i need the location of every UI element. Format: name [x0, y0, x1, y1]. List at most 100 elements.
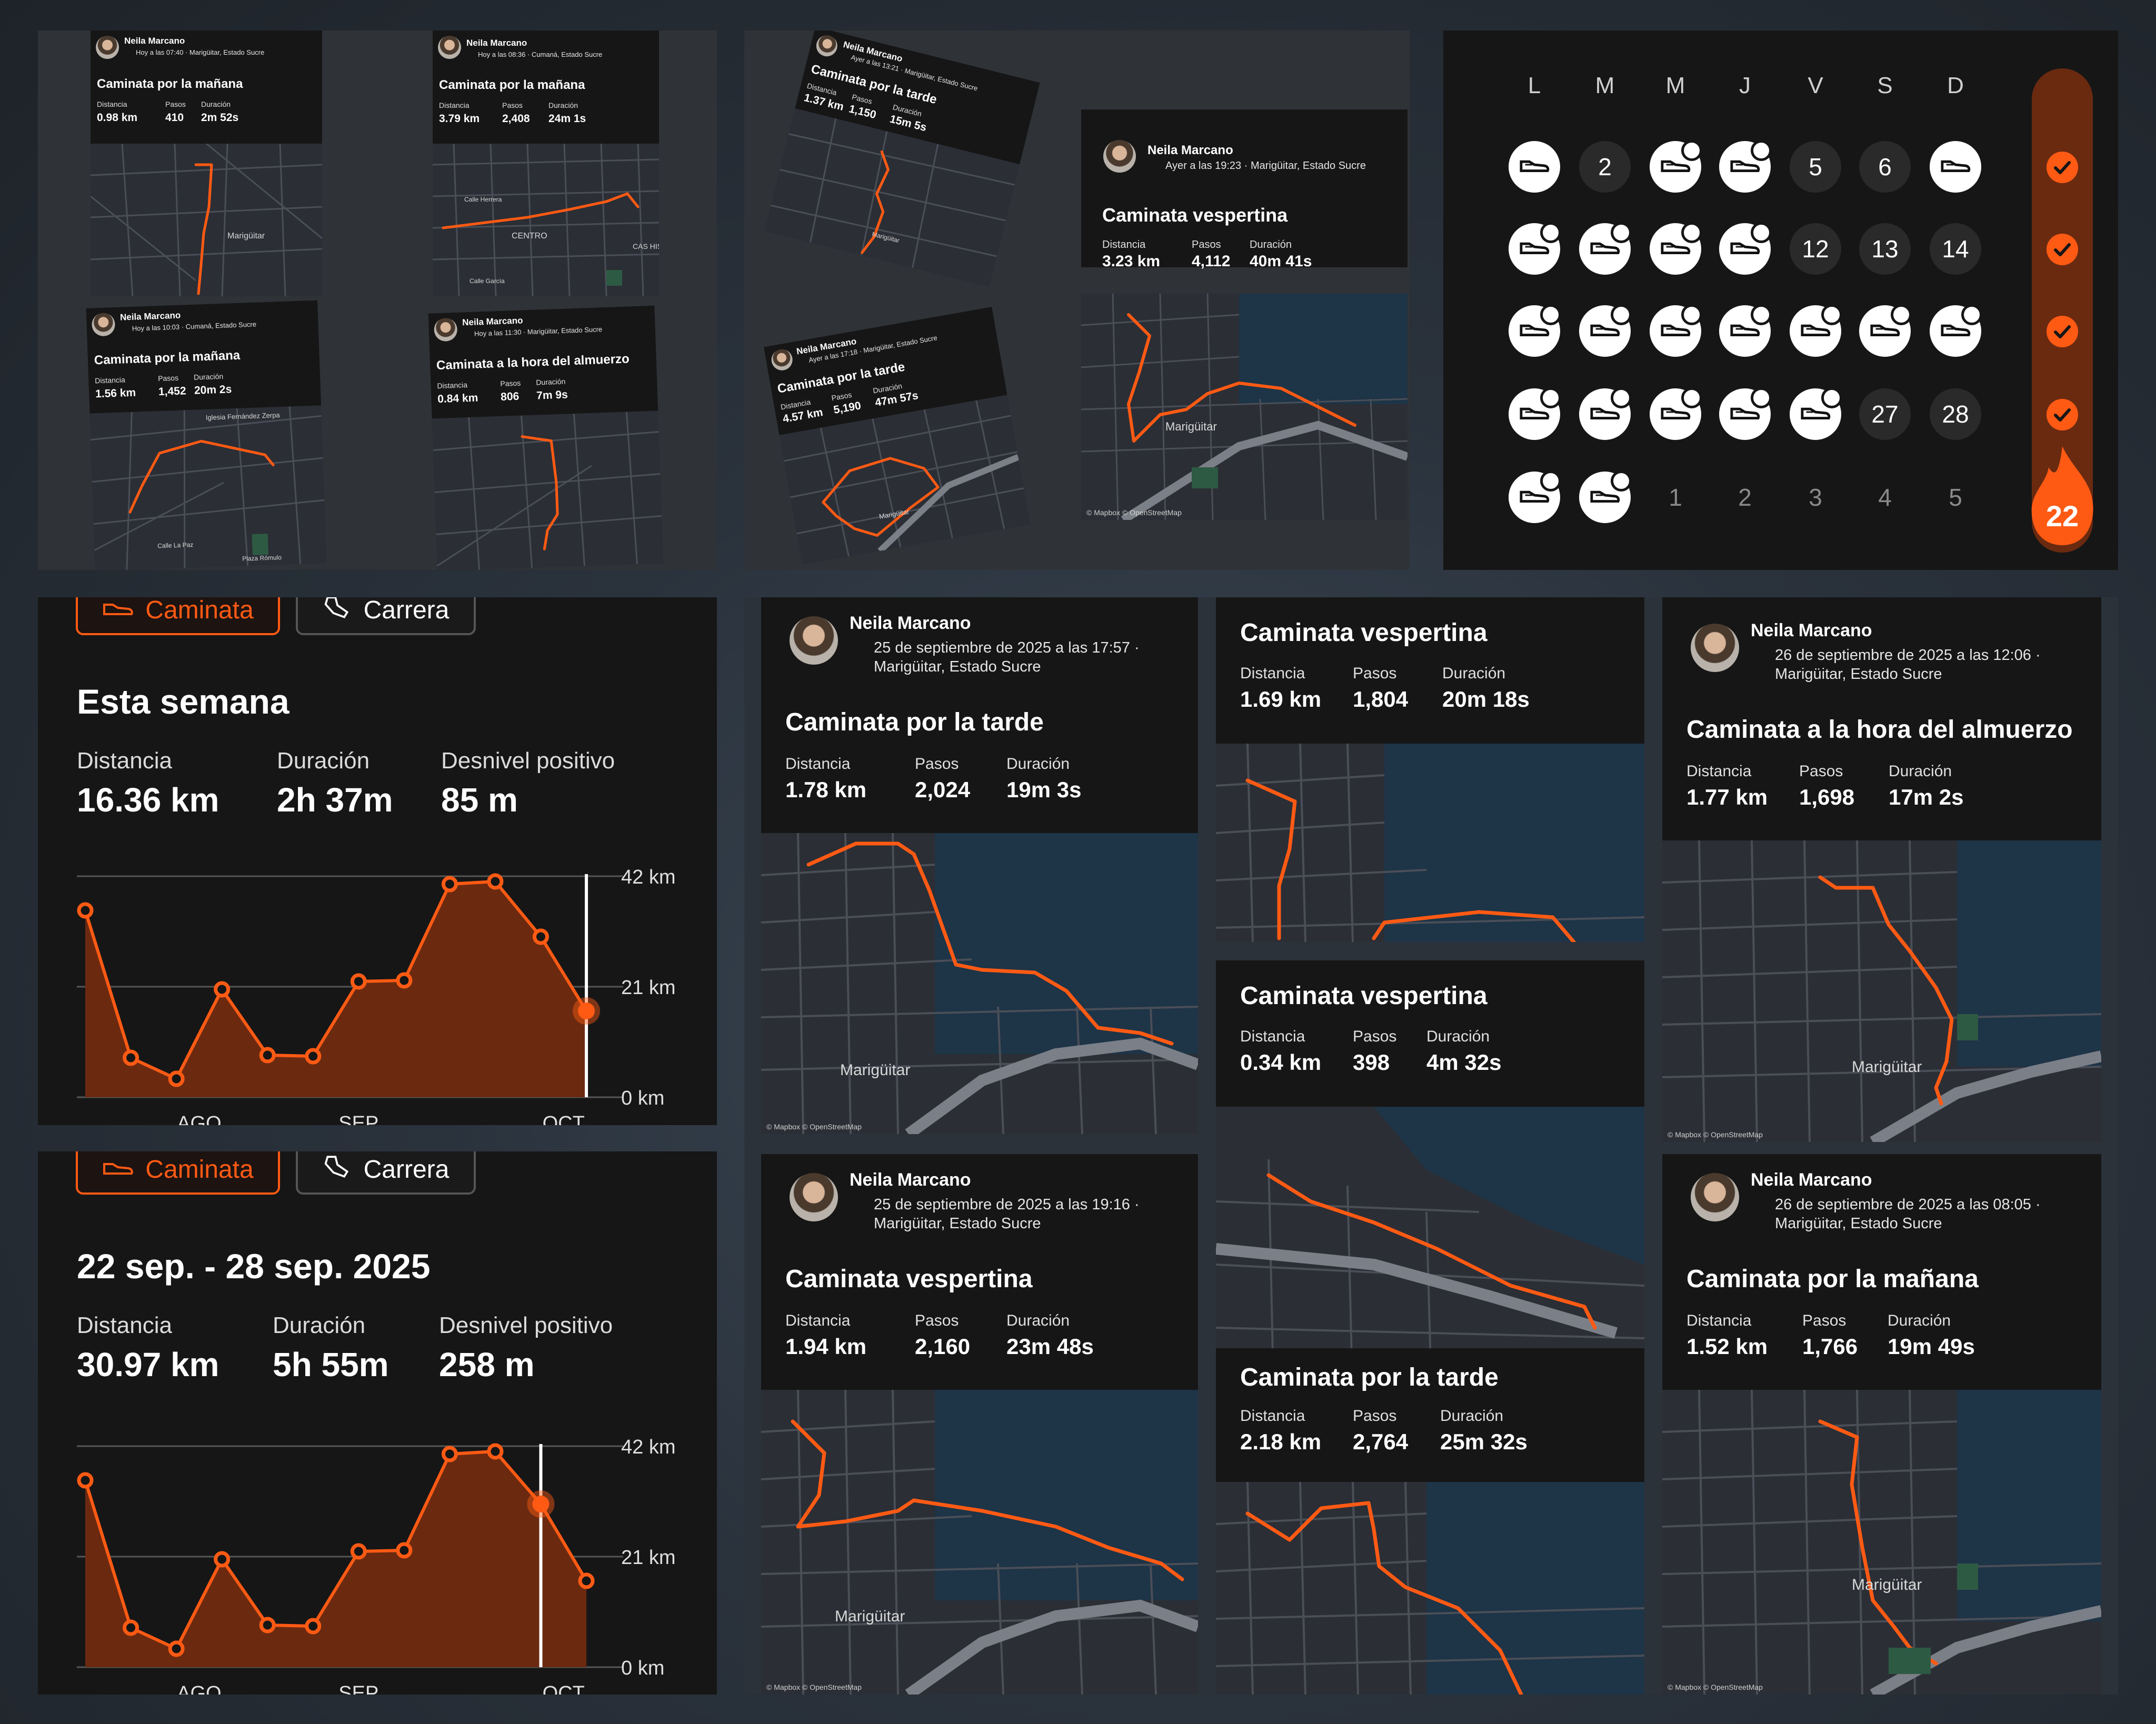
activity-card[interactable]: Neila Marcano 25 de septiembre de 2025 a…	[761, 597, 1198, 1134]
activity-card[interactable]: Neila Marcano 25 de septiembre de 2025 a…	[761, 1154, 1198, 1695]
completed-day[interactable]	[1650, 304, 1702, 357]
weekday-label: M	[1665, 73, 1685, 98]
completed-day[interactable]	[1509, 141, 1560, 193]
data-point	[532, 928, 549, 945]
route-map[interactable]	[1216, 1482, 1644, 1695]
calendar-day[interactable]: 5	[1949, 484, 1962, 511]
calendar-day[interactable]: 4	[1878, 484, 1892, 511]
route-map[interactable]: Marigüitar © Mapbox © OpenStreetMap	[1662, 840, 2101, 1142]
activity-card[interactable]: Caminata vespertina Distancia Pasos Dura…	[1216, 597, 1644, 942]
route-map[interactable]	[432, 410, 664, 570]
route-map[interactable]: Marigüitar	[91, 144, 322, 296]
stat-label: Duración	[1006, 755, 1070, 773]
completed-day[interactable]	[1930, 141, 1981, 193]
activity-card[interactable]: Neila Marcano Hoy a las 08:36 · Cumaná, …	[433, 31, 659, 296]
multi-activity-dot	[1611, 387, 1632, 408]
calendar-day[interactable]: 6	[1859, 141, 1911, 193]
multi-activity-dot	[1681, 304, 1702, 325]
activity-title: Caminata por la mañana	[97, 77, 243, 91]
activity-meta: 25 de septiembre de 2025 a las 17:57 ·	[874, 639, 1140, 656]
completed-day[interactable]	[1790, 304, 1842, 357]
stat-steps: 806	[500, 390, 520, 403]
map-label: CAS HISTO	[633, 242, 659, 250]
distance-chart[interactable]: 42 km 21 km 0 km AGO SEP OCT	[38, 855, 717, 1125]
map-label: Iglesia Fernández Zerpa	[206, 411, 281, 422]
completed-day[interactable]	[1509, 387, 1561, 440]
route-map[interactable]	[1216, 744, 1644, 942]
route-map[interactable]: Iglesia Fernández Zerpa Calle La Paz Pla…	[89, 405, 327, 570]
map-attribution: © Mapbox © OpenStreetMap	[766, 1122, 862, 1131]
calendar-day[interactable]: 14	[1930, 223, 1981, 275]
completed-day[interactable]	[1719, 304, 1772, 357]
calendar-day[interactable]: 27	[1859, 388, 1911, 440]
walking-shoe-icon	[1730, 235, 1760, 263]
calendar-day[interactable]: 13	[1859, 223, 1911, 275]
activity-title: Caminata vespertina	[1102, 204, 1288, 226]
distance-chart[interactable]: 42 km 21 km 0 km AGO SEP OCT	[38, 1420, 717, 1695]
route-map[interactable]: Marigüitar © Mapbox © OpenStreetMap	[1662, 1390, 2101, 1695]
completed-day[interactable]	[1579, 387, 1632, 440]
route-map[interactable]: Marigüitar	[764, 108, 1020, 287]
period-title: 22 sep. - 28 sep. 2025	[77, 1247, 431, 1286]
y-tick-label: 21 km	[621, 977, 675, 999]
completed-day[interactable]	[1650, 140, 1702, 193]
tab-carrera[interactable]: Carrera	[296, 1151, 476, 1195]
activity-feed-collage: Neila Marcano 25 de septiembre de 2025 a…	[744, 597, 2118, 1695]
calendar-day[interactable]: 1	[1669, 484, 1682, 511]
activity-card[interactable]: Neila Marcano 26 de septiembre de 2025 a…	[1662, 597, 2101, 1142]
route-map[interactable]: Calle Herrera CENTRO Calle García CAS HI…	[433, 144, 659, 296]
completed-day[interactable]	[1509, 304, 1561, 357]
route-map[interactable]: Marigüitar © Mapbox © OpenStreetMap	[761, 833, 1198, 1134]
completed-day[interactable]	[1719, 222, 1772, 275]
summary-label: Distancia	[77, 1312, 172, 1338]
completed-day[interactable]	[1579, 222, 1632, 275]
stat-steps: 410	[165, 112, 184, 124]
tab-caminata[interactable]: Caminata	[76, 597, 280, 635]
stat-distance: 0.98 km	[97, 112, 138, 124]
activity-card[interactable]: Neila Marcano Hoy a las 11:30 · Marigüit…	[428, 305, 664, 570]
activity-card[interactable]: Neila Marcano 26 de septiembre de 2025 a…	[1662, 1154, 2101, 1695]
completed-day[interactable]	[1509, 470, 1561, 523]
data-point	[168, 1640, 185, 1657]
walking-shoe-icon	[102, 1155, 134, 1184]
calendar-day[interactable]: 2	[1579, 141, 1631, 193]
completed-day[interactable]	[1579, 304, 1632, 357]
completed-day[interactable]	[1930, 304, 1982, 357]
stat-duration: 4m 32s	[1426, 1050, 1502, 1075]
avatar	[438, 36, 461, 59]
calendar-day[interactable]: 5	[1790, 141, 1841, 193]
tab-carrera[interactable]: Carrera	[296, 597, 476, 635]
completed-day[interactable]	[1719, 140, 1772, 193]
route-map[interactable]: Marigüitar © Mapbox © OpenStreetMap	[1081, 294, 1408, 520]
completed-day[interactable]	[1650, 387, 1702, 440]
walking-shoe-icon	[1519, 317, 1550, 345]
completed-day[interactable]	[1790, 387, 1842, 440]
completed-day[interactable]	[1509, 222, 1561, 275]
activity-card[interactable]: Neila Marcano Ayer a las 19:23 · Marigüi…	[1081, 109, 1408, 520]
calendar-day[interactable]: 3	[1809, 484, 1822, 511]
map-label: Marigüitar	[1852, 1058, 1922, 1076]
completed-day[interactable]	[1859, 304, 1912, 357]
summary-label: Distancia	[77, 748, 172, 774]
tab-caminata[interactable]: Caminata	[76, 1151, 280, 1195]
stat-label: Duración	[1888, 1312, 1951, 1329]
activity-card[interactable]: Neila Marcano Ayer a las 17:18 · Marigüi…	[763, 306, 1031, 565]
activity-card[interactable]: Caminata por la tarde Distancia Pasos Du…	[1216, 1348, 1644, 1695]
activity-card[interactable]: Neila Marcano Hoy a las 07:40 · Marigüit…	[91, 31, 322, 296]
completed-day[interactable]	[1579, 470, 1632, 523]
stat-distance: 1.94 km	[785, 1334, 867, 1359]
activity-card[interactable]: Caminata vespertina Distancia Pasos Dura…	[1216, 960, 1644, 1402]
route-map[interactable]: Marigüitar © Mapbox © OpenStreetMap	[761, 1390, 1198, 1695]
walking-shoe-icon	[1730, 400, 1760, 428]
completed-day[interactable]	[1719, 387, 1772, 440]
activity-card[interactable]: Neila Marcano Ayer a las 13:21 · Marigüi…	[764, 31, 1040, 287]
calendar-day[interactable]: 2	[1738, 484, 1752, 511]
calendar-day[interactable]: 12	[1790, 223, 1841, 275]
calendar-day[interactable]: 28	[1930, 388, 1981, 440]
stat-duration: 19m 3s	[1006, 777, 1082, 802]
map-label: CENTRO	[512, 232, 547, 240]
author-name: Neila Marcano	[119, 310, 181, 323]
activity-card[interactable]: Neila Marcano Hoy a las 10:03 · Cumaná, …	[86, 300, 327, 570]
route-map[interactable]: Marigüitar	[779, 395, 1031, 565]
completed-day[interactable]	[1650, 222, 1702, 275]
